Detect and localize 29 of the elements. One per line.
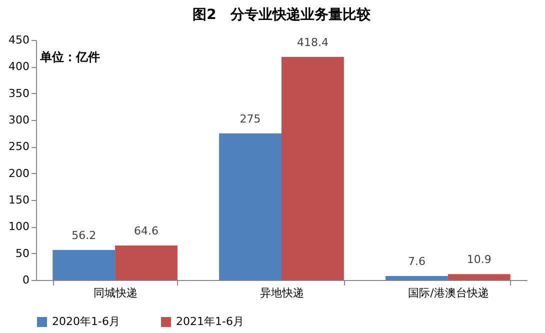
data-label: 56.2 — [72, 229, 96, 242]
y-tick-label: 0 — [22, 274, 30, 286]
annotation: 单位：亿件 — [39, 50, 100, 64]
y-tick-label: 350 — [8, 86, 30, 100]
data-label: 275 — [240, 112, 261, 126]
y-tick-label: 250 — [8, 140, 30, 154]
data-label: 7.6 — [408, 254, 426, 268]
y-tick-label: 450 — [8, 34, 30, 46]
y-tick-label: 50 — [16, 246, 30, 260]
data-label: 10.9 — [466, 253, 492, 266]
x-tick-label: 同城快递 — [94, 286, 138, 300]
y-tick-label: 300 — [8, 114, 30, 126]
legend-label: 2021年1-6月 — [176, 315, 244, 328]
chart-title: 图2 分专业快递业务量比较 — [192, 6, 372, 23]
x-tick-label: 异地快递 — [260, 286, 304, 300]
data-label: 64.6 — [134, 224, 159, 238]
x-tick-label: 国际/港澳台快递 — [408, 286, 489, 300]
bar — [386, 276, 448, 280]
bar — [282, 56, 344, 280]
bar — [52, 250, 116, 280]
legend-label: 2020年1-6月 — [52, 315, 120, 328]
bar — [448, 274, 510, 280]
data-label: 418.4 — [296, 36, 328, 49]
y-tick-label: 100 — [8, 220, 30, 234]
y-tick-label: 400 — [8, 60, 30, 74]
y-tick-label: 200 — [8, 166, 30, 180]
bar — [219, 133, 282, 280]
y-tick-label: 150 — [8, 194, 30, 206]
bar — [115, 246, 178, 280]
